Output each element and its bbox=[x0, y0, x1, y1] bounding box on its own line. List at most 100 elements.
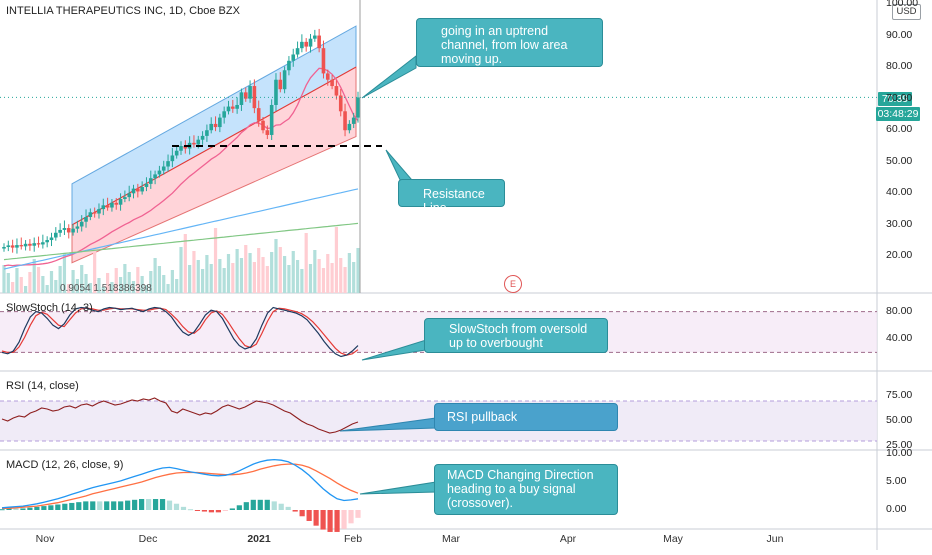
candle-body bbox=[231, 106, 235, 109]
candle-body bbox=[321, 48, 326, 74]
macd-histogram-bar bbox=[187, 509, 194, 511]
earnings-icon[interactable]: E bbox=[504, 275, 522, 293]
candle-body bbox=[114, 202, 119, 205]
macd-histogram-bar bbox=[83, 501, 89, 510]
macd-histogram-bar bbox=[152, 499, 159, 510]
candle-body bbox=[192, 142, 196, 145]
macd-histogram-bar bbox=[145, 499, 152, 510]
bar-countdown-tag: 03:48:29 bbox=[876, 107, 920, 121]
macd-histogram-bar bbox=[159, 499, 166, 510]
candle-body bbox=[196, 139, 201, 145]
volume-bar bbox=[19, 277, 23, 293]
candle-body bbox=[291, 54, 296, 61]
volume-bar bbox=[41, 276, 45, 293]
candle-body bbox=[131, 188, 136, 194]
macd-histogram-bar bbox=[334, 510, 340, 532]
macd-histogram-bar bbox=[292, 510, 298, 512]
candle-body bbox=[58, 229, 62, 233]
candle-body bbox=[200, 135, 205, 140]
macd-histogram-bar bbox=[285, 506, 291, 510]
x-tick-label: Mar bbox=[441, 533, 461, 545]
volume-bar bbox=[356, 248, 360, 293]
last-price-tag: 70.39 bbox=[878, 92, 912, 106]
macd-histogram-bar bbox=[229, 508, 235, 510]
candle-body bbox=[226, 106, 231, 112]
stoch-panel-title: SlowStoch (14, 3) bbox=[6, 302, 93, 314]
volume-bar bbox=[352, 262, 356, 293]
volume-bar bbox=[54, 280, 58, 293]
candle-body bbox=[338, 95, 343, 112]
x-tick-label: Nov bbox=[35, 533, 55, 545]
candle-body bbox=[330, 79, 334, 87]
volume-bar bbox=[136, 267, 140, 293]
macd-histogram-bar bbox=[257, 499, 263, 510]
volume-bar bbox=[231, 263, 235, 293]
candle-body bbox=[222, 111, 226, 118]
volume-bar bbox=[226, 254, 231, 293]
macd-histogram-bar bbox=[139, 499, 145, 510]
volume-bar bbox=[291, 251, 295, 293]
candle-body bbox=[105, 205, 110, 208]
candle-body bbox=[269, 104, 274, 135]
candle-body bbox=[261, 120, 265, 131]
currency-badge[interactable]: USD bbox=[892, 4, 921, 20]
macd-callout: MACD Changing Direction heading to a buy… bbox=[434, 464, 618, 515]
price-tick-label: 100.00 bbox=[886, 0, 919, 9]
price-tick-label: 40.00 bbox=[886, 186, 913, 199]
macd-histogram-bar bbox=[62, 503, 68, 510]
volume-bar bbox=[343, 267, 347, 293]
volume-bar bbox=[157, 266, 162, 293]
volume-bar bbox=[28, 272, 32, 293]
macd-histogram-bar bbox=[222, 510, 228, 511]
rsi-line bbox=[1, 397, 359, 434]
volume-bar bbox=[32, 259, 36, 293]
macd-histogram-bar bbox=[236, 505, 242, 510]
candle-body bbox=[166, 161, 170, 167]
volume-bar bbox=[257, 248, 261, 293]
x-tick-label: Feb bbox=[343, 533, 363, 545]
volume-bar bbox=[15, 268, 19, 293]
volume-bar bbox=[300, 269, 304, 293]
price-tick-label: 90.00 bbox=[886, 28, 913, 41]
x-tick-label: Apr bbox=[559, 533, 577, 545]
candle-body bbox=[282, 70, 287, 90]
volume-bar bbox=[49, 271, 54, 293]
volume-bar bbox=[321, 268, 326, 293]
ma-mid-line bbox=[3, 188, 359, 270]
volume-bar bbox=[270, 252, 274, 293]
candle-body bbox=[140, 187, 144, 192]
macd-histogram-bar bbox=[69, 502, 75, 510]
volume-bar bbox=[313, 250, 317, 293]
volume-bar bbox=[101, 287, 105, 293]
candle-body bbox=[28, 243, 32, 246]
macd-histogram-bar bbox=[0, 509, 5, 511]
macd-histogram-bar bbox=[118, 501, 124, 510]
candle-body bbox=[205, 130, 209, 136]
macd-histogram-bar bbox=[111, 501, 117, 510]
volume-bar bbox=[239, 258, 244, 293]
candle-body bbox=[2, 246, 6, 249]
rsi-panel-title: RSI (14, close) bbox=[6, 380, 79, 392]
volume-bar bbox=[166, 284, 170, 293]
volume-bar bbox=[36, 267, 41, 293]
volume-bar bbox=[6, 273, 10, 293]
volume-bar bbox=[162, 275, 166, 293]
macd-histogram-bar bbox=[104, 501, 110, 510]
macd-histogram-bar bbox=[355, 510, 361, 518]
macd-histogram-bar bbox=[76, 502, 82, 510]
volume-bar bbox=[144, 285, 149, 293]
macd-histogram-bar bbox=[278, 503, 284, 510]
candle-body bbox=[248, 86, 252, 99]
uptrend-callout-pointer bbox=[361, 54, 417, 99]
candle-body bbox=[84, 217, 88, 222]
price-tick-label: 60.00 bbox=[886, 123, 913, 136]
volume-readout: 0.9054 1.518386398 bbox=[60, 283, 152, 294]
macd-histogram-bar bbox=[173, 503, 180, 510]
volume-bar bbox=[261, 257, 265, 293]
volume-bar bbox=[205, 255, 209, 293]
macd-histogram-bar bbox=[6, 508, 12, 510]
volume-bar bbox=[326, 254, 330, 293]
volume-bar bbox=[123, 264, 127, 293]
candle-body bbox=[118, 199, 123, 205]
